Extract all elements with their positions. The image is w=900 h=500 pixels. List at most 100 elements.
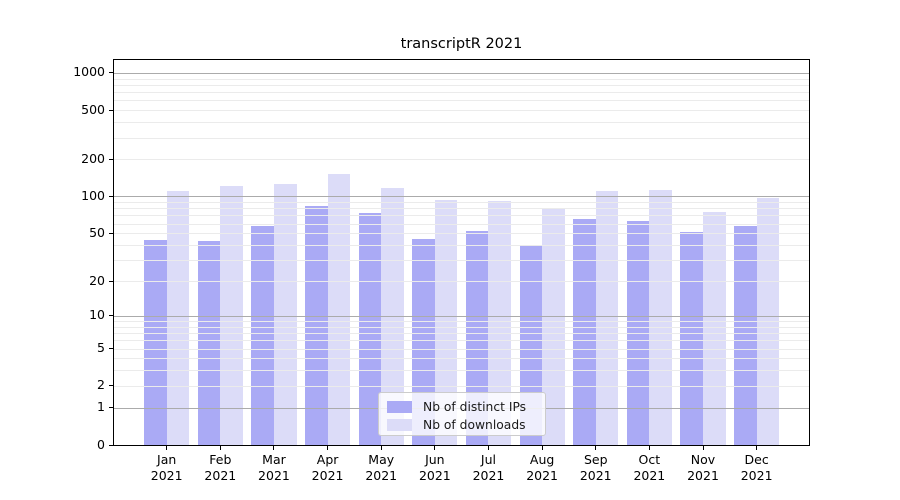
x-tick-month: Apr [316,452,339,467]
minor-gridline [114,215,809,217]
minor-gridline [114,233,809,235]
minor-gridline [114,340,809,342]
y-tick-label: 0 [97,436,105,452]
major-gridline [114,72,809,74]
x-tick-mark [434,446,436,450]
legend-label-distinct-ips: Nb of distinct IPs [423,399,527,414]
minor-gridline [114,122,809,124]
y-tick-label: 2 [97,377,105,393]
x-tick-label: Aug 2021 [511,452,573,484]
minor-gridline [114,223,809,225]
x-tick-month: Sep [583,452,608,467]
legend-swatch-distinct-ips [387,400,412,413]
x-tick-month: Oct [638,452,661,467]
x-tick-year: 2021 [633,468,666,483]
bar-distinct-ips [197,241,221,445]
x-tick-mark [756,446,758,450]
bar-distinct-ips [251,226,274,445]
minor-gridline [114,385,809,387]
bar-downloads [488,201,512,445]
x-tick-mark [541,446,543,450]
x-tick-mark [648,446,650,450]
y-tick-mark [109,444,113,446]
x-tick-label: Sep 2021 [565,452,627,484]
y-tick-mark [109,348,113,349]
x-tick-label: Apr 2021 [297,452,359,484]
minor-gridline [114,159,809,161]
y-tick-label: 10 [89,307,105,323]
bar-distinct-ips [465,231,489,445]
x-tick-mark [595,446,597,450]
x-tick-label: Dec 2021 [726,452,788,484]
minor-gridline [114,78,809,80]
bar-distinct-ips [734,226,757,445]
x-tick-year: 2021 [472,468,505,483]
x-tick-year: 2021 [311,468,344,483]
y-tick-mark [109,109,113,111]
x-tick-year: 2021 [204,468,237,483]
y-tick-label: 1 [97,399,105,415]
bar-downloads [220,186,243,445]
chart-legend: Nb of distinct IPs Nb of downloads [378,392,546,436]
minor-gridline [114,137,809,139]
y-tick-label: 20 [89,272,105,288]
minor-gridline [114,245,809,246]
major-gridline [114,196,809,198]
y-tick-label: 1000 [73,64,105,80]
x-tick-mark [166,446,168,450]
x-tick-mark [380,446,382,450]
x-tick-mark [219,446,221,450]
x-tick-label: Oct 2021 [618,452,680,484]
x-tick-month: Aug [529,452,555,467]
x-tick-year: 2021 [526,468,559,483]
bar-downloads [703,211,726,445]
x-tick-year: 2021 [687,468,719,483]
x-tick-year: 2021 [258,468,290,483]
bar-distinct-ips [573,219,596,445]
minor-gridline [114,260,809,262]
y-tick-mark [109,232,113,234]
x-tick-year: 2021 [150,468,183,483]
x-tick-mark [487,446,489,450]
x-tick-label: Jul 2021 [457,452,519,484]
bar-downloads [595,190,619,445]
minor-gridline [114,333,809,335]
x-tick-label: Feb 2021 [189,452,251,484]
bar-distinct-ips [626,221,650,445]
x-tick-year: 2021 [365,468,398,483]
y-tick-label: 50 [89,224,105,240]
x-tick-month: Nov [690,452,716,467]
bar-distinct-ips [144,240,167,445]
x-tick-label: Nov 2021 [672,452,734,484]
x-tick-year: 2021 [740,468,773,483]
x-tick-mark [327,446,329,450]
minor-gridline [114,326,809,328]
x-tick-year: 2021 [579,468,612,483]
minor-gridline [114,348,809,350]
x-tick-month: Jul [480,452,497,467]
minor-gridline [114,92,809,94]
legend-label-downloads: Nb of downloads [423,417,526,432]
minor-gridline [114,281,809,283]
y-tick-mark [109,72,113,74]
legend-entry-downloads: Nb of downloads [387,416,537,433]
y-tick-label: 500 [81,101,105,117]
major-gridline [114,315,809,317]
x-tick-month: Mar [262,452,286,467]
bar-downloads [273,184,297,445]
minor-gridline [114,202,809,204]
bar-distinct-ips [358,213,382,445]
bar-distinct-ips [304,205,328,445]
y-tick-mark [109,158,113,160]
bar-downloads [327,174,351,445]
x-tick-label: Jun 2021 [404,452,466,484]
x-tick-year: 2021 [418,468,451,483]
x-tick-mark [702,446,704,450]
bar-downloads [166,190,190,445]
y-tick-mark [109,385,113,387]
minor-gridline [114,110,809,112]
bar-distinct-ips [680,232,703,445]
x-tick-month: Jan [157,452,177,467]
y-tick-mark [109,195,113,197]
